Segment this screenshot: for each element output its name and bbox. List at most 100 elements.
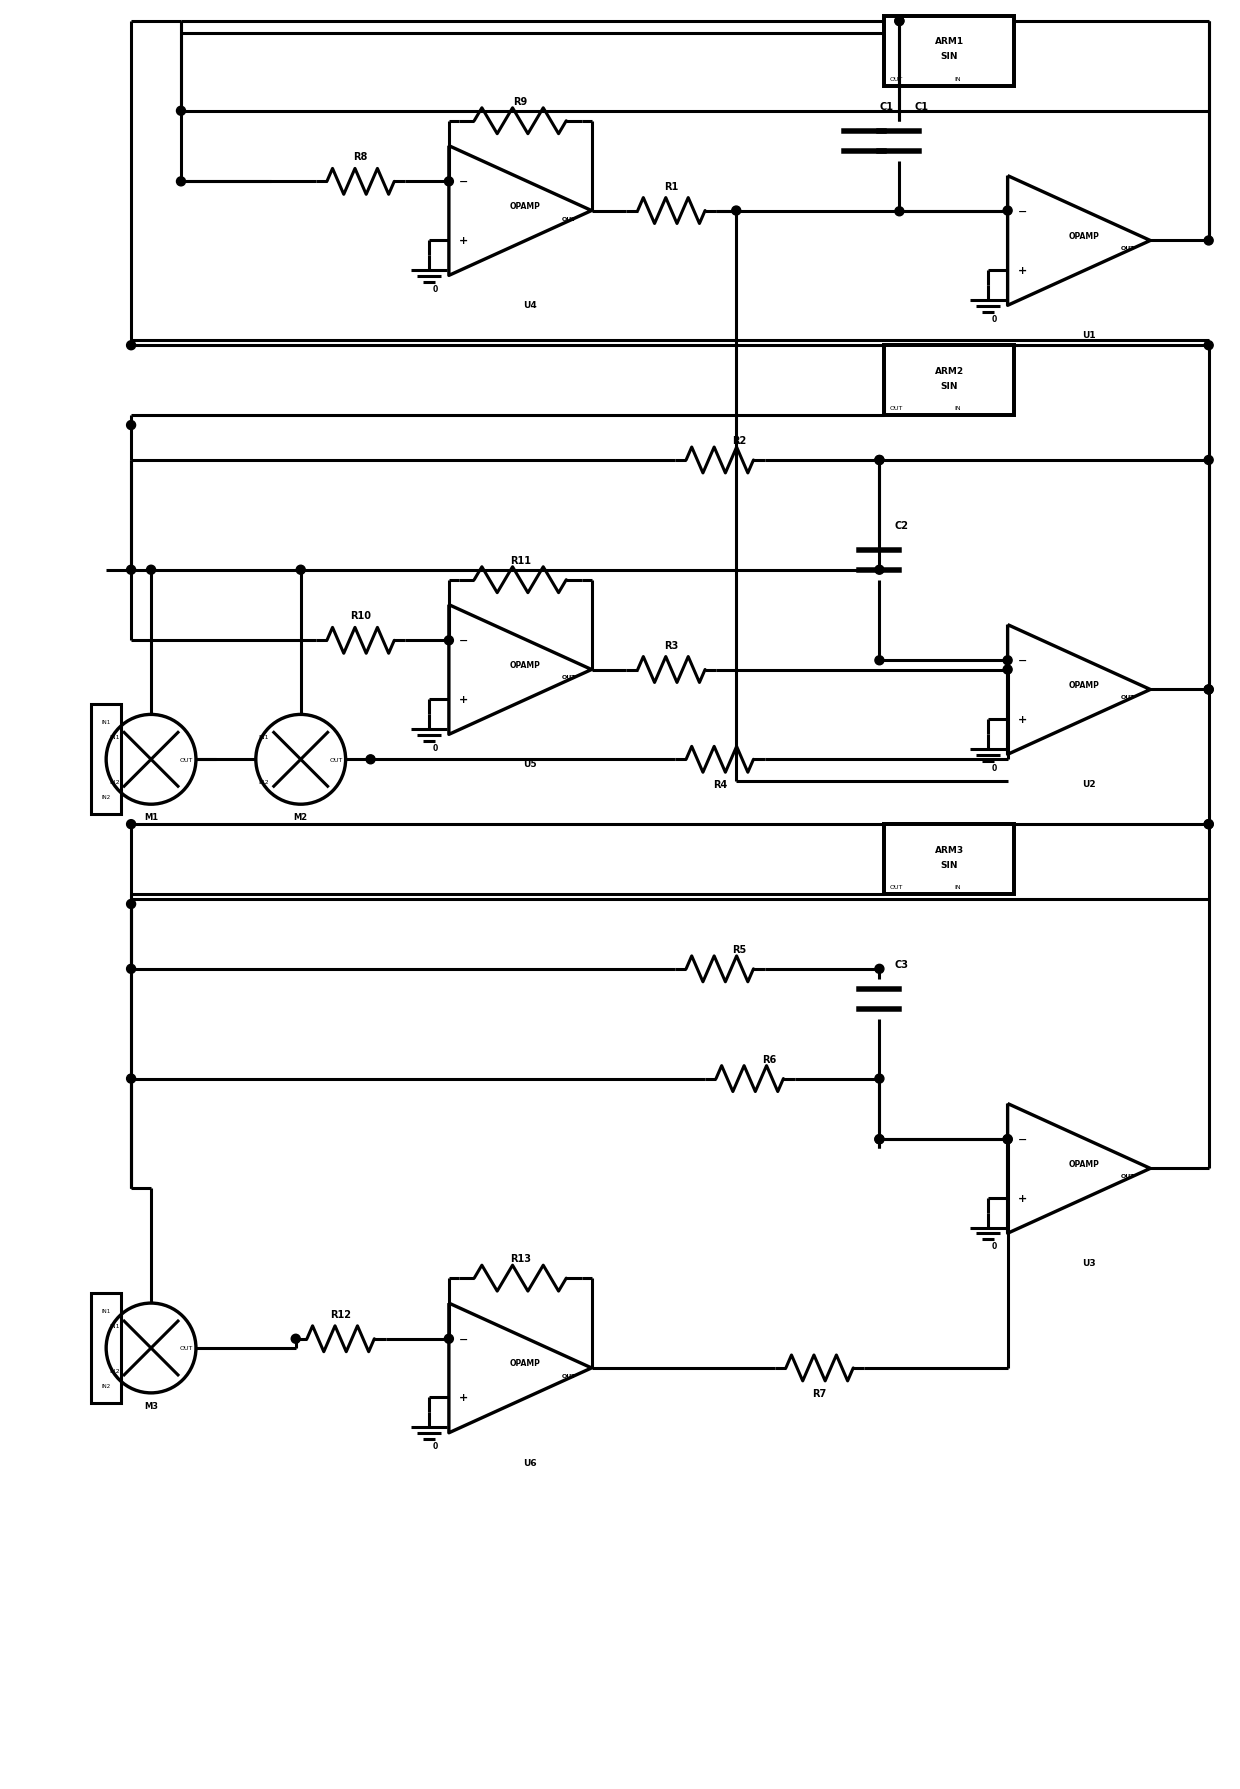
Text: +: + — [459, 694, 469, 705]
Text: U3: U3 — [1083, 1258, 1096, 1267]
Text: IN2: IN2 — [109, 780, 120, 785]
Text: OUT: OUT — [330, 757, 342, 762]
Text: R4: R4 — [713, 780, 727, 789]
Text: −: − — [459, 1335, 469, 1344]
Text: −: − — [1018, 657, 1027, 666]
Text: R1: R1 — [665, 181, 678, 191]
Text: IN: IN — [955, 884, 961, 889]
Text: 0: 0 — [992, 764, 997, 773]
Text: +: + — [1018, 1193, 1027, 1202]
Text: R11: R11 — [510, 555, 531, 565]
Text: OUT: OUT — [1121, 247, 1136, 250]
Text: −: − — [1018, 1134, 1027, 1145]
Bar — [92, 1293, 122, 1403]
Text: +: + — [459, 236, 469, 245]
Text: −: − — [459, 177, 469, 188]
Text: OUT: OUT — [889, 884, 903, 889]
Text: −: − — [1018, 208, 1027, 216]
Text: SIN: SIN — [940, 381, 959, 390]
Text: R8: R8 — [353, 152, 368, 163]
Text: IN2: IN2 — [109, 1369, 120, 1374]
Text: OPAMP: OPAMP — [1069, 1159, 1100, 1168]
Text: ARM2: ARM2 — [935, 367, 963, 376]
Circle shape — [126, 422, 135, 431]
Text: 0: 0 — [433, 284, 438, 293]
Circle shape — [126, 565, 135, 574]
Text: IN1: IN1 — [109, 1324, 119, 1327]
Circle shape — [1204, 819, 1213, 828]
Text: OUT: OUT — [180, 757, 193, 762]
Text: U5: U5 — [523, 760, 537, 769]
Text: U1: U1 — [1083, 331, 1096, 340]
Circle shape — [1003, 1134, 1012, 1143]
Bar — [884, 825, 1014, 894]
Text: M1: M1 — [144, 812, 159, 821]
Text: OUT: OUT — [562, 216, 577, 222]
Circle shape — [1204, 685, 1213, 694]
Text: OPAMP: OPAMP — [1069, 233, 1100, 242]
Text: +: + — [1018, 714, 1027, 725]
Text: C1: C1 — [879, 102, 893, 111]
Circle shape — [1204, 342, 1213, 351]
Text: 0: 0 — [433, 1442, 438, 1451]
Bar — [884, 345, 1014, 415]
Circle shape — [1204, 236, 1213, 245]
Circle shape — [1204, 685, 1213, 694]
Circle shape — [126, 342, 135, 351]
Text: U6: U6 — [523, 1458, 537, 1467]
Text: ARM1: ARM1 — [935, 38, 963, 47]
Circle shape — [895, 18, 904, 27]
Circle shape — [875, 456, 884, 465]
Text: IN2: IN2 — [259, 780, 269, 785]
Circle shape — [291, 1335, 300, 1344]
Text: 0: 0 — [433, 742, 438, 751]
Circle shape — [1003, 657, 1012, 666]
Circle shape — [875, 964, 884, 973]
Text: +: + — [1018, 265, 1027, 276]
Text: −: − — [459, 635, 469, 646]
Bar — [884, 16, 1014, 86]
Circle shape — [875, 565, 884, 574]
Circle shape — [126, 1075, 135, 1084]
Text: R6: R6 — [763, 1054, 776, 1064]
Text: OUT: OUT — [1121, 696, 1136, 699]
Circle shape — [875, 1075, 884, 1084]
Text: IN2: IN2 — [102, 1383, 110, 1388]
Circle shape — [1204, 819, 1213, 828]
Circle shape — [1003, 1134, 1012, 1143]
Text: OPAMP: OPAMP — [510, 660, 541, 669]
Text: R7: R7 — [812, 1388, 827, 1399]
Circle shape — [875, 456, 884, 465]
Circle shape — [1003, 666, 1012, 674]
Text: R3: R3 — [665, 640, 678, 649]
Text: SIN: SIN — [940, 861, 959, 869]
Text: OUT: OUT — [180, 1345, 193, 1351]
Text: R10: R10 — [350, 612, 371, 621]
Text: IN1: IN1 — [102, 1308, 110, 1313]
Text: OPAMP: OPAMP — [510, 1358, 541, 1367]
Circle shape — [126, 964, 135, 973]
Text: IN1: IN1 — [109, 735, 119, 741]
Text: R5: R5 — [733, 945, 746, 954]
Text: C1: C1 — [914, 102, 929, 111]
Text: R9: R9 — [513, 97, 527, 107]
Bar — [92, 705, 122, 814]
Circle shape — [366, 755, 374, 764]
Text: M3: M3 — [144, 1401, 157, 1410]
Text: IN: IN — [955, 406, 961, 411]
Text: +: + — [459, 1392, 469, 1403]
Text: IN2: IN2 — [102, 794, 110, 800]
Circle shape — [444, 637, 454, 646]
Text: C3: C3 — [894, 959, 909, 970]
Text: R12: R12 — [330, 1310, 351, 1318]
Text: SIN: SIN — [940, 52, 959, 61]
Text: OPAMP: OPAMP — [1069, 680, 1100, 689]
Circle shape — [296, 565, 305, 574]
Circle shape — [146, 565, 155, 574]
Text: ARM3: ARM3 — [935, 844, 963, 853]
Text: R2: R2 — [733, 437, 746, 445]
Text: OUT: OUT — [562, 674, 577, 680]
Text: U2: U2 — [1083, 780, 1096, 789]
Circle shape — [444, 1335, 454, 1344]
Circle shape — [126, 900, 135, 909]
